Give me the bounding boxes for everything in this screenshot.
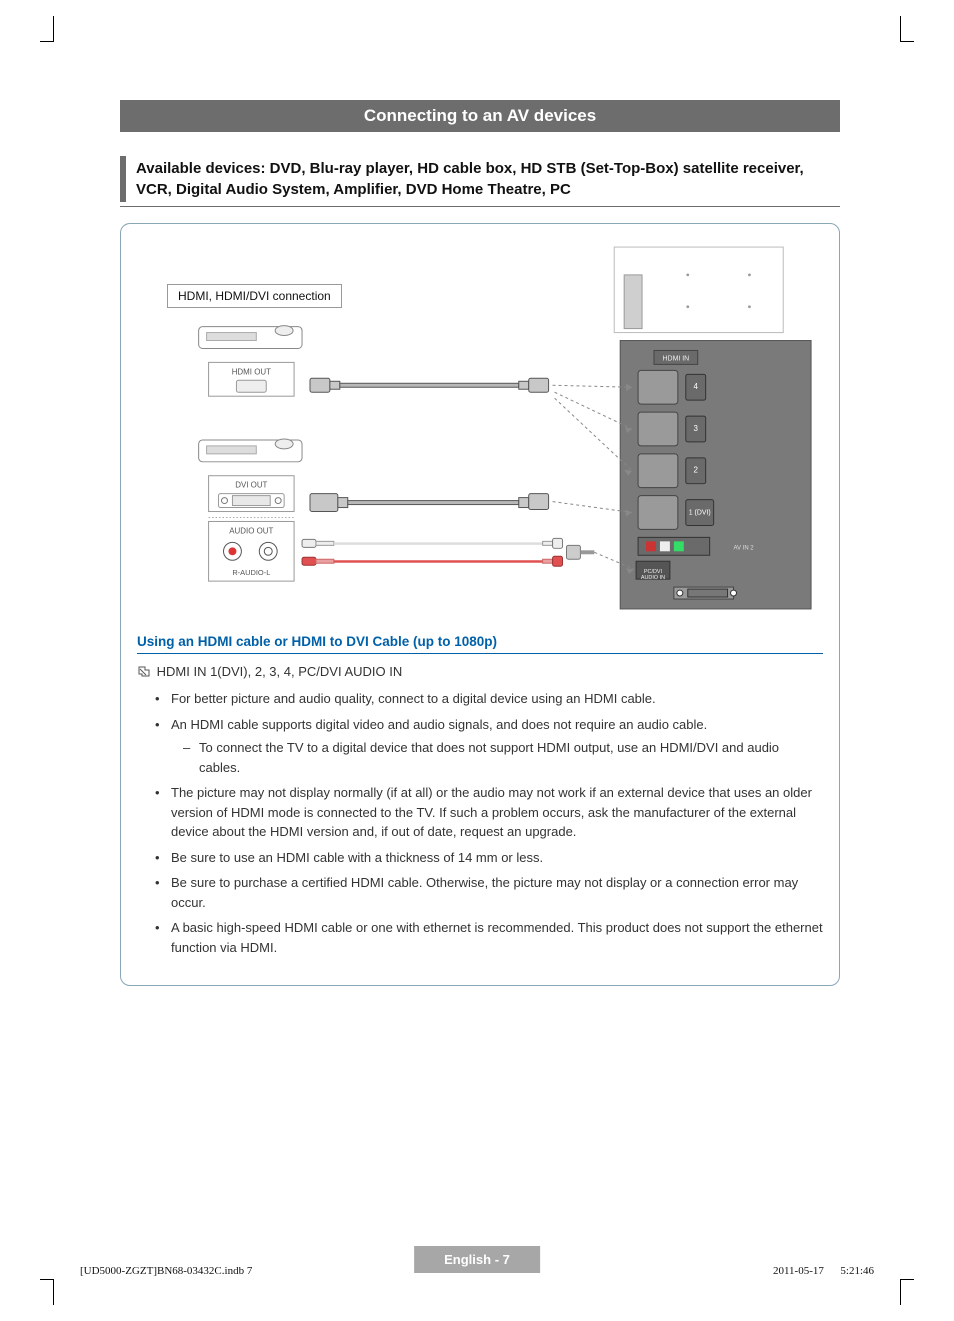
available-devices-block: Available devices: DVD, Blu-ray player, … <box>120 156 840 202</box>
list-item: To connect the TV to a digital device th… <box>187 738 823 777</box>
sub-bullet-text: To connect the TV to a digital device th… <box>199 740 779 775</box>
list-item: A basic high-speed HDMI cable or one wit… <box>159 918 823 957</box>
connection-diagram-box: HDMI IN 4 3 2 <box>120 223 840 986</box>
svg-text:HDMI OUT: HDMI OUT <box>232 367 271 376</box>
list-item: For better picture and audio quality, co… <box>159 689 823 709</box>
svg-text:3: 3 <box>694 424 699 433</box>
sub-bullet-list: To connect the TV to a digital device th… <box>171 738 823 777</box>
bullet-text: An HDMI cable supports digital video and… <box>171 717 707 732</box>
list-item: An HDMI cable supports digital video and… <box>159 715 823 778</box>
list-item: Be sure to purchase a certified HDMI cab… <box>159 873 823 912</box>
svg-text:1 (DVI): 1 (DVI) <box>689 510 711 517</box>
available-devices-text: Available devices: DVD, Blu-ray player, … <box>136 158 840 200</box>
bullet-text: Be sure to purchase a certified HDMI cab… <box>171 875 798 910</box>
note-line: HDMI IN 1(DVI), 2, 3, 4, PC/DVI AUDIO IN <box>137 664 823 681</box>
section-title-bar: Connecting to an AV devices <box>120 100 840 132</box>
bullet-text: For better picture and audio quality, co… <box>171 691 656 706</box>
note-label: HDMI IN 1(DVI), 2, 3, 4, PC/DVI AUDIO IN <box>157 664 403 679</box>
bullet-text: The picture may not display normally (if… <box>171 785 812 839</box>
footer-left: [UD5000-ZGZT]BN68-03432C.indb 7 <box>80 1265 252 1277</box>
page-content: Connecting to an AV devices Available de… <box>120 100 840 986</box>
using-heading: Using an HDMI cable or HDMI to DVI Cable… <box>137 634 823 654</box>
svg-text:AUDIO IN: AUDIO IN <box>641 575 665 581</box>
crop-mark-br <box>900 1279 914 1305</box>
connection-type-label: HDMI, HDMI/DVI connection <box>167 284 342 308</box>
crop-mark-tl <box>40 16 54 42</box>
svg-text:4: 4 <box>694 382 699 391</box>
note-icon <box>137 664 151 681</box>
svg-text:2: 2 <box>694 466 699 475</box>
svg-text:R-AUDIO-L: R-AUDIO-L <box>232 568 270 577</box>
section-title: Connecting to an AV devices <box>364 106 596 125</box>
available-devices-underline <box>120 206 840 207</box>
crop-mark-tr <box>900 16 914 42</box>
svg-text:DVI OUT: DVI OUT <box>235 481 267 490</box>
svg-text:AV IN 2: AV IN 2 <box>734 545 755 551</box>
crop-mark-bl <box>40 1279 54 1305</box>
bullet-text: Be sure to use an HDMI cable with a thic… <box>171 850 543 865</box>
svg-text:AUDIO OUT: AUDIO OUT <box>229 526 273 535</box>
bullet-list: For better picture and audio quality, co… <box>137 689 823 957</box>
bullet-text: A basic high-speed HDMI cable or one wit… <box>171 920 823 955</box>
list-item: The picture may not display normally (if… <box>159 783 823 842</box>
footer-right: 2011-05-17 5:21:46 <box>773 1265 874 1277</box>
svg-text:HDMI IN: HDMI IN <box>663 355 690 362</box>
page-number-pill: English - 7 <box>414 1246 540 1273</box>
page-number-text: English - 7 <box>444 1252 510 1267</box>
connection-diagram: HDMI IN 4 3 2 <box>137 240 823 620</box>
list-item: Be sure to use an HDMI cable with a thic… <box>159 848 823 868</box>
